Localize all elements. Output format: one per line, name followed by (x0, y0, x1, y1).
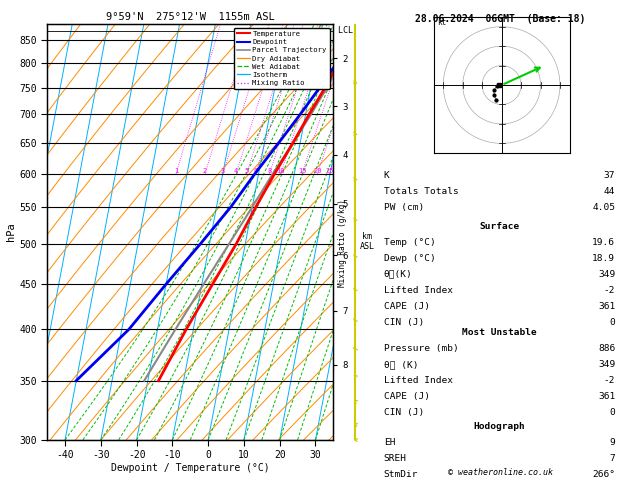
Text: θᴇ (K): θᴇ (K) (384, 360, 418, 369)
Text: CAPE (J): CAPE (J) (384, 302, 430, 311)
Text: K: K (384, 171, 389, 180)
Text: Surface: Surface (479, 222, 520, 231)
Text: 0: 0 (610, 318, 615, 327)
Text: 8: 8 (267, 168, 272, 174)
Y-axis label: hPa: hPa (6, 223, 16, 242)
Title: 9°59'N  275°12'W  1155m ASL: 9°59'N 275°12'W 1155m ASL (106, 12, 275, 22)
Text: Temp (°C): Temp (°C) (384, 238, 435, 247)
Text: Pressure (mb): Pressure (mb) (384, 344, 459, 353)
Text: 1: 1 (174, 168, 178, 174)
Text: CAPE (J): CAPE (J) (384, 392, 430, 401)
Text: 0: 0 (610, 408, 615, 417)
Text: LCL: LCL (333, 26, 353, 35)
Text: 25: 25 (325, 168, 334, 174)
Text: -2: -2 (604, 286, 615, 295)
Text: 4: 4 (234, 168, 238, 174)
Text: Lifted Index: Lifted Index (384, 286, 453, 295)
Text: 28.06.2024  06GMT  (Base: 18): 28.06.2024 06GMT (Base: 18) (415, 14, 585, 24)
Text: PW (cm): PW (cm) (384, 203, 424, 212)
Legend: Temperature, Dewpoint, Parcel Trajectory, Dry Adiabat, Wet Adiabat, Isotherm, Mi: Temperature, Dewpoint, Parcel Trajectory… (234, 28, 330, 89)
Text: 7: 7 (610, 454, 615, 464)
Text: 44: 44 (604, 187, 615, 196)
Text: 886: 886 (598, 344, 615, 353)
Text: 2: 2 (203, 168, 207, 174)
Text: Lifted Index: Lifted Index (384, 376, 453, 385)
Y-axis label: km
ASL: km ASL (360, 232, 375, 251)
Text: 18.9: 18.9 (592, 254, 615, 263)
Text: 5: 5 (245, 168, 249, 174)
Text: © weatheronline.co.uk: © weatheronline.co.uk (448, 468, 552, 477)
Text: Mixing Ratio (g/kg): Mixing Ratio (g/kg) (338, 199, 347, 287)
Text: CIN (J): CIN (J) (384, 318, 424, 327)
Text: 19.6: 19.6 (592, 238, 615, 247)
Text: 10: 10 (277, 168, 285, 174)
Text: 9: 9 (610, 438, 615, 448)
Text: 361: 361 (598, 302, 615, 311)
Text: Totals Totals: Totals Totals (384, 187, 459, 196)
Text: 4.05: 4.05 (592, 203, 615, 212)
Text: 349: 349 (598, 270, 615, 279)
Text: 3: 3 (221, 168, 225, 174)
Text: kt: kt (438, 18, 447, 27)
Text: 361: 361 (598, 392, 615, 401)
Text: 349: 349 (598, 360, 615, 369)
X-axis label: Dewpoint / Temperature (°C): Dewpoint / Temperature (°C) (111, 463, 270, 473)
Text: SREH: SREH (384, 454, 407, 464)
Text: 37: 37 (604, 171, 615, 180)
Text: CIN (J): CIN (J) (384, 408, 424, 417)
Text: 266°: 266° (592, 470, 615, 480)
Text: Hodograph: Hodograph (474, 422, 525, 432)
Text: EH: EH (384, 438, 395, 448)
Text: 6: 6 (253, 168, 257, 174)
Text: 20: 20 (313, 168, 321, 174)
Text: -2: -2 (604, 376, 615, 385)
Text: StmDir: StmDir (384, 470, 418, 480)
Text: Most Unstable: Most Unstable (462, 328, 537, 337)
Text: θᴇ(K): θᴇ(K) (384, 270, 413, 279)
Text: Dewp (°C): Dewp (°C) (384, 254, 435, 263)
Text: 15: 15 (298, 168, 306, 174)
